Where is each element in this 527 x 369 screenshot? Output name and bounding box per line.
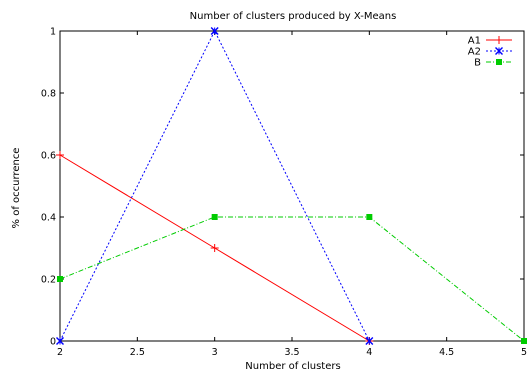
data-point-b <box>57 276 63 282</box>
y-tick-label: 0 <box>50 337 56 348</box>
data-point-b <box>521 338 527 344</box>
data-point-b <box>366 214 373 220</box>
y-tick-label: 0.2 <box>41 275 56 286</box>
legend-marker-a2 <box>495 47 503 55</box>
series-line-a2 <box>59 29 370 342</box>
y-tick-label: 0.8 <box>41 89 56 100</box>
y-axis-label: % of occurrence <box>11 148 22 229</box>
chart-title: Number of clusters produced by X-Means <box>190 11 397 22</box>
x-tick-label: 4.5 <box>439 347 454 358</box>
x-tick-label: 3 <box>212 347 218 358</box>
series-line-b <box>59 216 525 342</box>
x-tick-label: 2.5 <box>130 347 145 358</box>
data-point-a1 <box>56 151 64 159</box>
data-point-a2 <box>56 337 64 345</box>
data-point-a2 <box>365 337 374 345</box>
x-tick-label: 2 <box>57 347 63 358</box>
data-point-b <box>211 214 218 220</box>
x-axis-label: Number of clusters <box>245 361 340 369</box>
legend-label-a1: A1 <box>468 36 481 47</box>
legend-marker-a1 <box>495 36 503 44</box>
x-tick-label: 5 <box>521 347 527 358</box>
series-layer <box>56 27 527 345</box>
legend-label-a2: A2 <box>468 47 481 58</box>
x-tick-label: 3.5 <box>284 347 299 358</box>
y-tick-label: 1 <box>50 27 56 38</box>
data-point-a1 <box>210 244 219 252</box>
y-tick-label: 0.4 <box>41 213 56 224</box>
legend-label-b: B <box>474 58 481 69</box>
y-tick-label: 0.6 <box>41 151 56 162</box>
axis-ticks: 2 2.5 3 3.5 4 4.5 5 0 0.2 0.4 0.6 0.8 1 <box>41 27 527 359</box>
x-tick-label: 4 <box>366 347 372 358</box>
legend-marker-b <box>496 59 502 65</box>
data-point-a2 <box>210 27 219 35</box>
